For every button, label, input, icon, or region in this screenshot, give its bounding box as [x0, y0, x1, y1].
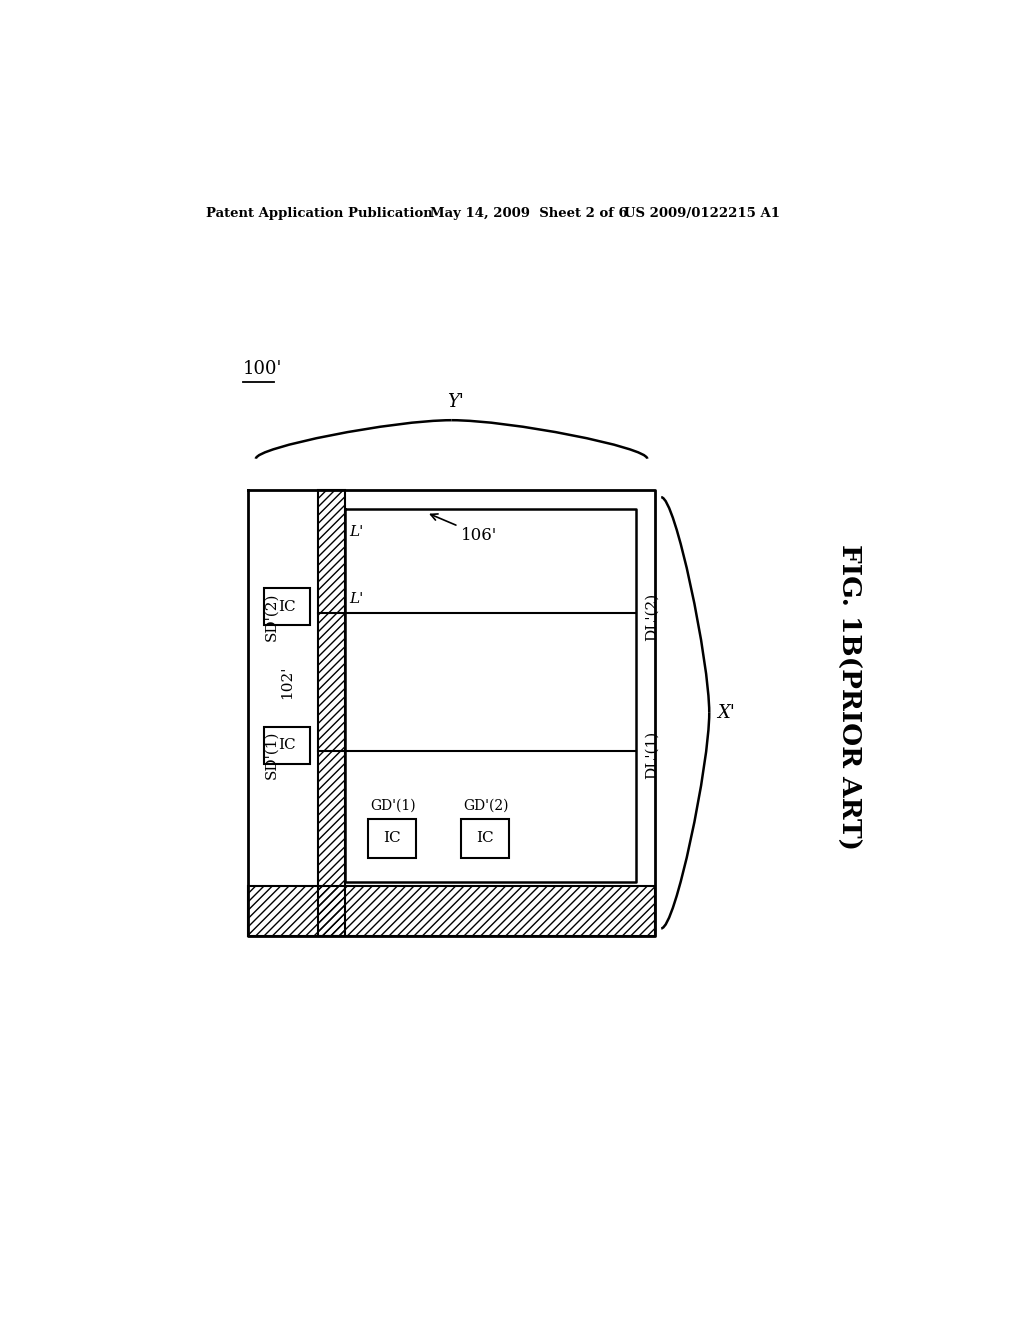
Bar [317, 490, 345, 936]
Text: 106': 106' [431, 513, 498, 544]
Text: DL'(2): DL'(2) [645, 593, 658, 640]
Text: GD'(1): GD'(1) [370, 799, 416, 813]
Text: SD'(2): SD'(2) [264, 593, 279, 640]
Text: IC: IC [279, 738, 296, 752]
Bar [369, 818, 417, 858]
Text: FIG. 1B(PRIOR ART): FIG. 1B(PRIOR ART) [837, 544, 861, 850]
Text: 100': 100' [243, 360, 282, 378]
Text: SD'(1): SD'(1) [264, 731, 279, 779]
Text: GD'(2): GD'(2) [463, 799, 508, 813]
Text: X': X' [717, 704, 735, 722]
Text: IC: IC [279, 599, 296, 614]
Bar [263, 726, 310, 763]
Text: Patent Application Publication: Patent Application Publication [206, 207, 432, 220]
Text: May 14, 2009  Sheet 2 of 6: May 14, 2009 Sheet 2 of 6 [430, 207, 628, 220]
Text: Y': Y' [447, 393, 464, 411]
Bar [248, 886, 655, 936]
Bar [461, 818, 509, 858]
Text: DL'(1): DL'(1) [645, 731, 658, 779]
Text: IC: IC [476, 832, 495, 845]
Text: L': L' [349, 591, 364, 606]
Text: IC: IC [383, 832, 401, 845]
Text: US 2009/0122215 A1: US 2009/0122215 A1 [624, 207, 780, 220]
Bar [263, 589, 310, 626]
Text: L': L' [349, 525, 364, 539]
Text: 102': 102' [280, 665, 294, 698]
